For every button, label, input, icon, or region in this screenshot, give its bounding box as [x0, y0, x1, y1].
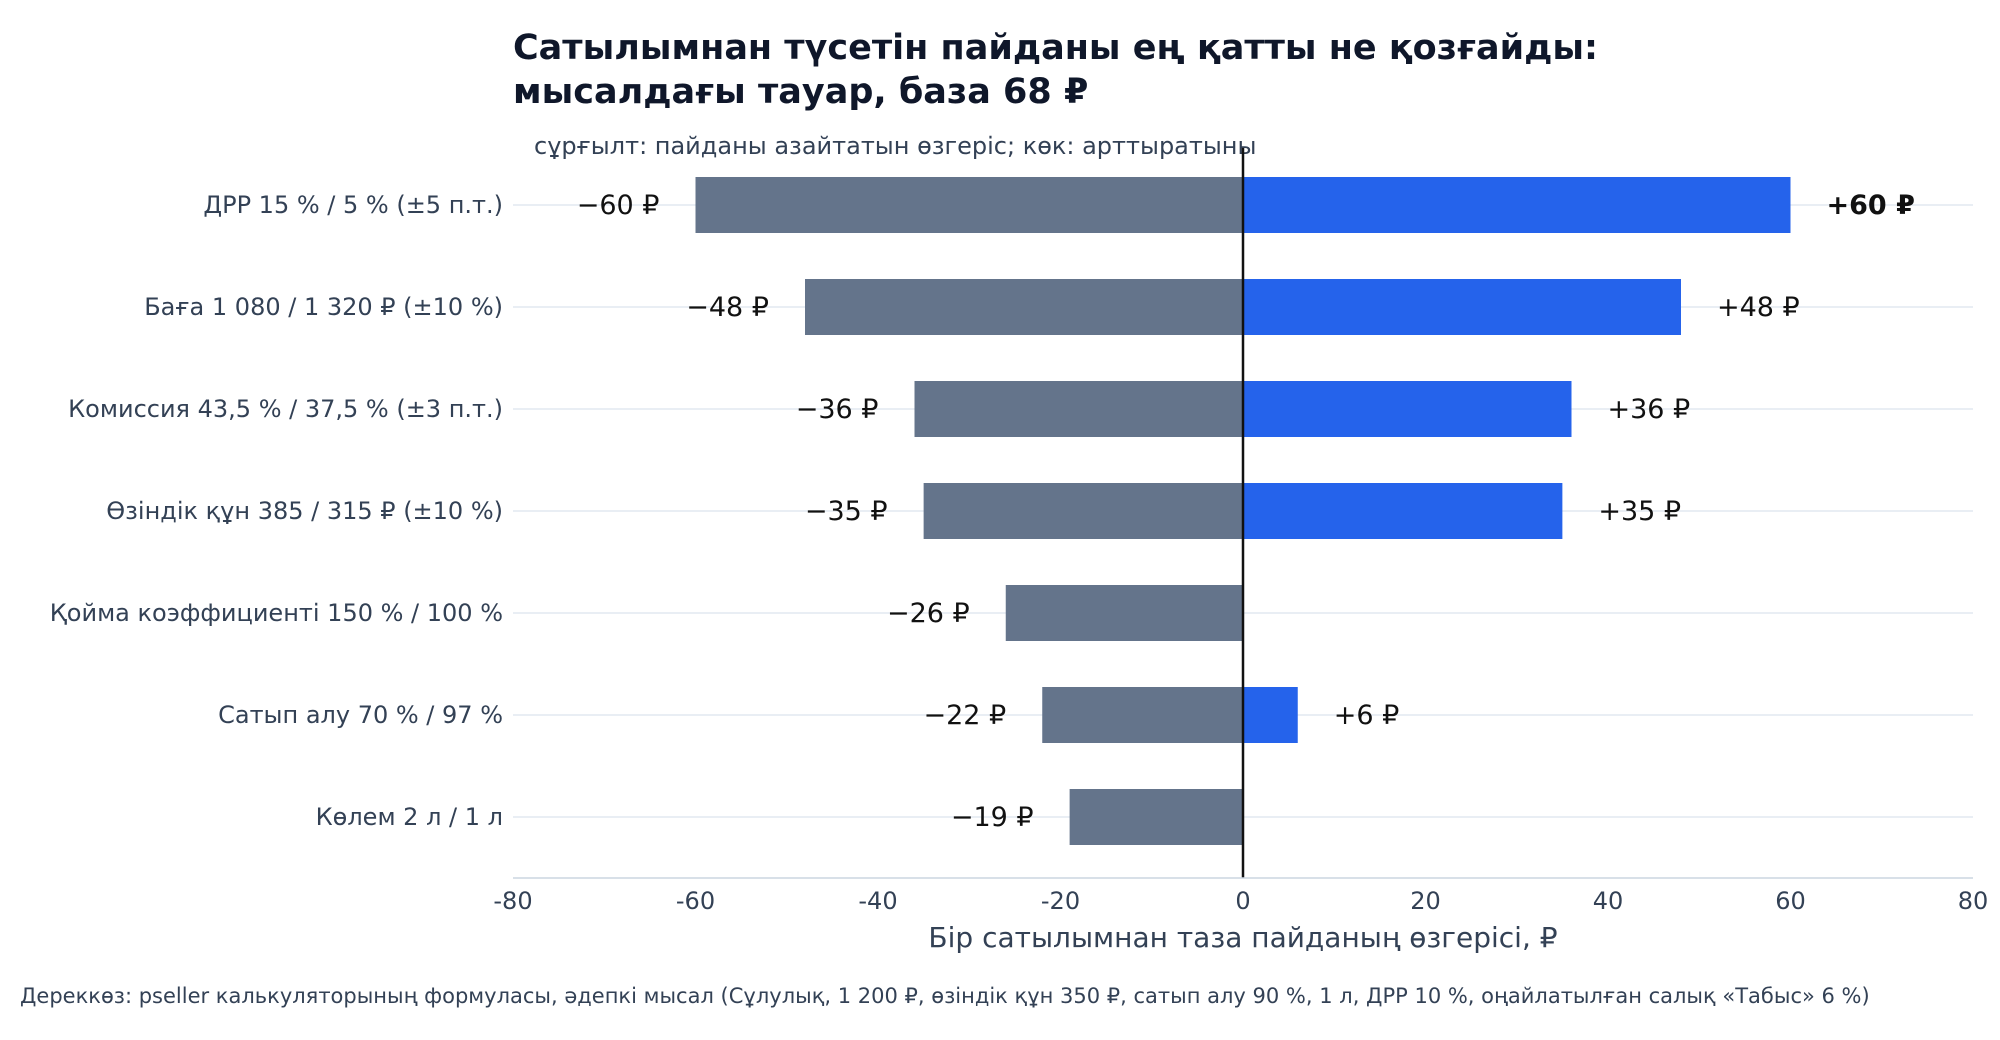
value-labels: −60 ₽ +60 ₽ −48 ₽ +48 ₽ −36 ₽ +36 ₽ −35 ₽ +35 ₽… [577, 190, 1915, 833]
bar-negative [1005, 585, 1243, 641]
bar-positive [1243, 381, 1572, 437]
value-label: −19 ₽ [951, 802, 1034, 833]
x-tick-labels: -80 -60 -40 -20 0 20 40 60 80 [493, 887, 1988, 915]
value-label: +60 ₽ [1827, 190, 1915, 221]
value-label: −60 ₽ [577, 190, 660, 221]
bar-positive [1243, 279, 1681, 335]
x-tick-label: 20 [1410, 887, 1441, 915]
bar-negative [695, 177, 1243, 233]
value-label: +48 ₽ [1717, 292, 1800, 323]
value-label: −22 ₽ [924, 700, 1007, 731]
bar-negative [1042, 687, 1243, 743]
bar-negative [805, 279, 1243, 335]
bar-positive [1243, 687, 1298, 743]
x-tick-label: 80 [1958, 887, 1989, 915]
category-label: Көлем 2 л / 1 л [316, 803, 503, 831]
bar-negative [914, 381, 1243, 437]
x-tick-label: -60 [676, 887, 715, 915]
x-tick-label: -80 [493, 887, 532, 915]
value-label: +35 ₽ [1598, 496, 1681, 527]
x-tick-label: 60 [1775, 887, 1806, 915]
bar-negative [1069, 789, 1243, 845]
category-label: Сатып алу 70 % / 97 % [218, 701, 503, 729]
chart-title: Сатылымнан түсетін пайданы ең қатты не қ… [513, 28, 1599, 112]
x-tick-label: 40 [1593, 887, 1624, 915]
category-labels: ДРР 15 % / 5 % (±5 п.т.) Баға 1 080 / 1 3… [50, 191, 503, 831]
tornado-chart: ДРР 15 % / 5 % (±5 п.т.) Баға 1 080 / 1 3… [50, 148, 1988, 954]
value-label: −36 ₽ [796, 394, 879, 425]
bars [695, 177, 1791, 845]
bar-negative [923, 483, 1243, 539]
value-label: −48 ₽ [686, 292, 769, 323]
x-axis-title: Бір сатылымнан таза пайданың өзгерісі, ₽ [928, 921, 1557, 954]
category-label: ДРР 15 % / 5 % (±5 п.т.) [203, 191, 503, 219]
x-tick-label: 0 [1235, 887, 1250, 915]
x-tick-label: -20 [1041, 887, 1080, 915]
value-label: +36 ₽ [1608, 394, 1691, 425]
x-tick-label: -40 [858, 887, 897, 915]
bar-positive [1243, 177, 1791, 233]
category-label: Комиссия 43,5 % / 37,5 % (±3 п.т.) [68, 395, 503, 423]
bar-positive [1243, 483, 1563, 539]
value-label: −35 ₽ [805, 496, 888, 527]
category-label: Өзіндік құн 385 / 315 ₽ (±10 %) [106, 497, 503, 525]
category-label: Баға 1 080 / 1 320 ₽ (±10 %) [144, 293, 503, 321]
value-label: +6 ₽ [1334, 700, 1400, 731]
value-label: −26 ₽ [887, 598, 970, 629]
source-note: Дереккөз: pseller калькуляторының формул… [20, 984, 1870, 1008]
chart-subtitle: сұрғылт: пайданы азайтатын өзгеріс; көк:… [534, 132, 1257, 160]
category-label: Қойма коэффициенті 150 % / 100 % [50, 599, 503, 627]
